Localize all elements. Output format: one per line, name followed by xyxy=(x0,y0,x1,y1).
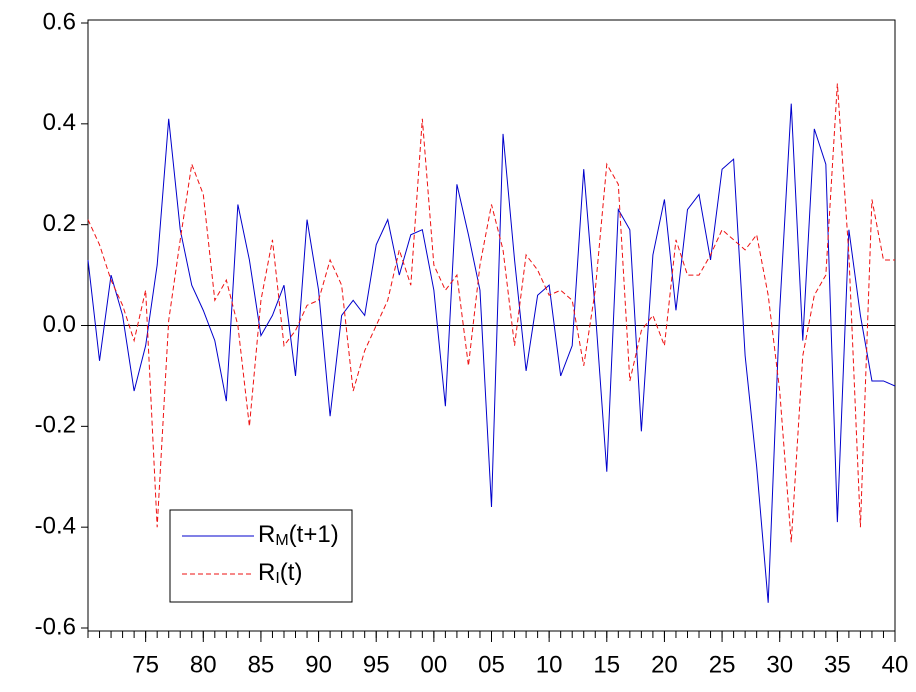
x-tick-label: 30 xyxy=(766,651,793,678)
y-tick-label: -0.4 xyxy=(35,513,76,540)
series-line xyxy=(87,103,896,603)
y-tick-label: -0.6 xyxy=(35,613,76,640)
x-tick-label: 40 xyxy=(882,651,909,678)
y-tick-label: 0.6 xyxy=(43,8,76,35)
y-tick-label: 0.4 xyxy=(43,109,76,136)
y-tick-label: -0.2 xyxy=(35,412,76,439)
x-tick-label: 90 xyxy=(305,651,332,678)
x-tick-label: 00 xyxy=(421,651,448,678)
x-tick-label: 05 xyxy=(478,651,505,678)
y-tick-label: 0.0 xyxy=(43,311,76,338)
x-tick-label: 95 xyxy=(363,651,390,678)
y-tick-label: 0.2 xyxy=(43,210,76,237)
x-tick-label: 80 xyxy=(190,651,217,678)
x-tick-label: 10 xyxy=(536,651,563,678)
x-tick-label: 35 xyxy=(824,651,851,678)
legend-label: RI(t) xyxy=(258,559,302,587)
x-tick-label: 15 xyxy=(593,651,620,678)
x-tick-label: 25 xyxy=(709,651,736,678)
x-tick-label: 20 xyxy=(651,651,678,678)
legend-label: RM(t+1) xyxy=(258,521,339,549)
x-tick-label: 75 xyxy=(132,651,159,678)
x-tick-label: 85 xyxy=(248,651,275,678)
series-line xyxy=(87,83,895,543)
legend-box xyxy=(169,509,353,603)
